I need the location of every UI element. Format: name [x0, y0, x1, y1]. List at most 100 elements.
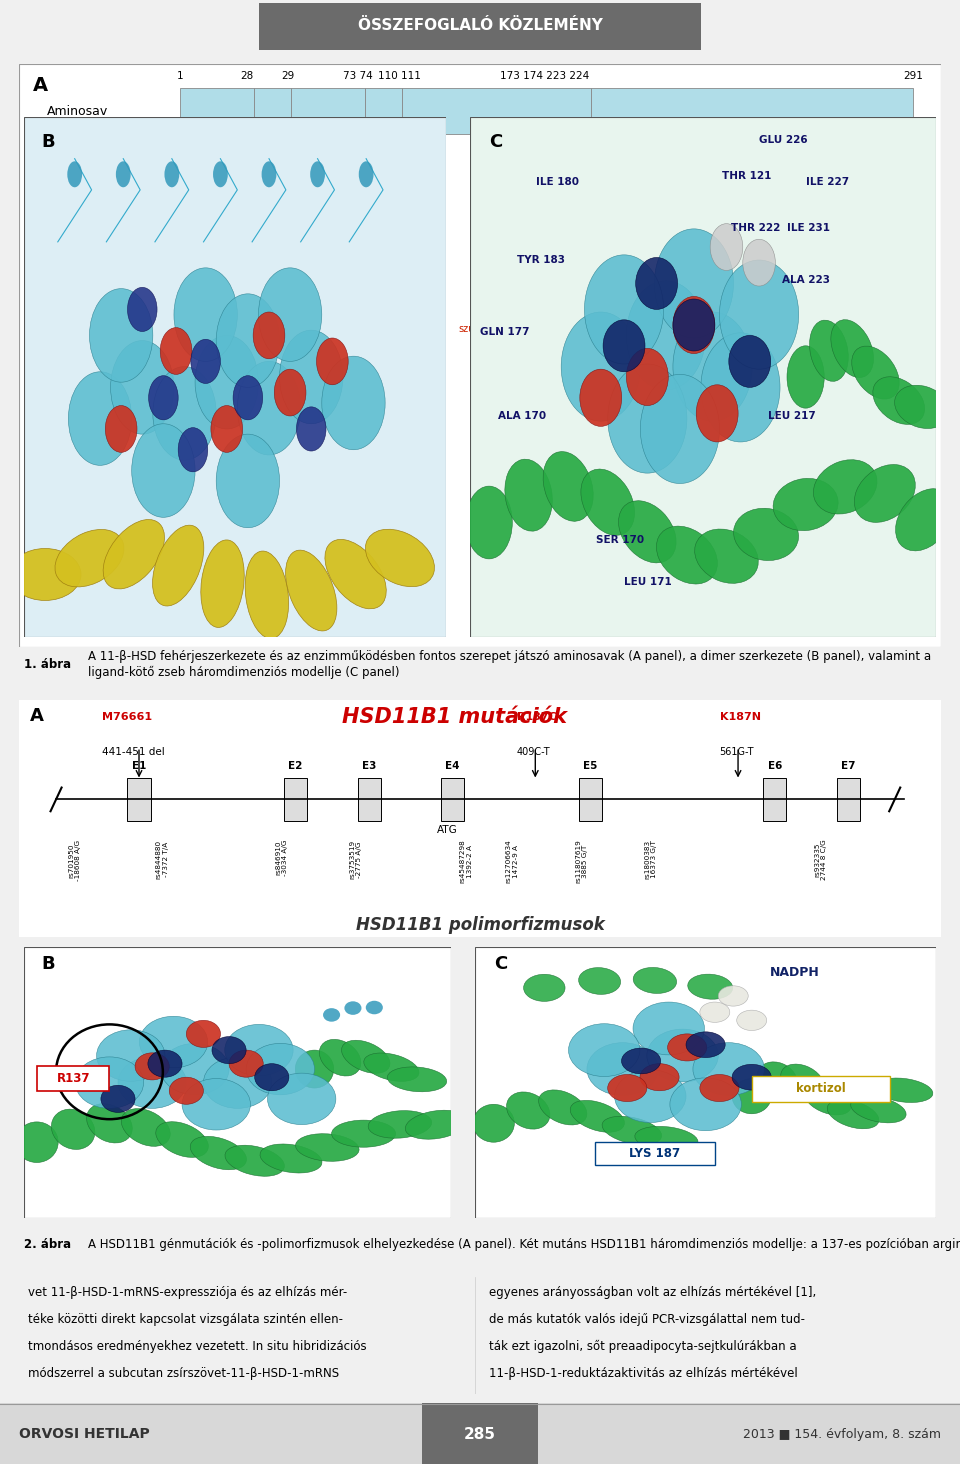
- Text: TYR 183: TYR 183: [516, 255, 564, 265]
- Ellipse shape: [286, 550, 337, 631]
- Ellipse shape: [110, 341, 174, 435]
- Text: rs701950
-18608 A/G: rs701950 -18608 A/G: [68, 840, 81, 881]
- Ellipse shape: [323, 1009, 340, 1022]
- Ellipse shape: [216, 294, 279, 388]
- Ellipse shape: [693, 1042, 764, 1095]
- Text: GLN 177: GLN 177: [480, 328, 529, 337]
- Text: 409C-T: 409C-T: [516, 747, 550, 757]
- Ellipse shape: [179, 427, 207, 471]
- Ellipse shape: [614, 1070, 686, 1123]
- Ellipse shape: [153, 526, 204, 606]
- Ellipse shape: [195, 335, 258, 429]
- Ellipse shape: [780, 1064, 824, 1098]
- Text: THR 222: THR 222: [732, 224, 780, 233]
- Ellipse shape: [116, 161, 131, 187]
- Text: 285: 285: [464, 1427, 496, 1442]
- Text: ALA 223: ALA 223: [782, 275, 830, 285]
- Text: Aminosav: Aminosav: [47, 104, 108, 117]
- Ellipse shape: [809, 321, 849, 381]
- Bar: [441, 777, 464, 821]
- Ellipse shape: [655, 228, 733, 338]
- Text: E5: E5: [584, 761, 598, 770]
- Text: ATG: ATG: [438, 824, 458, 834]
- Ellipse shape: [813, 460, 877, 514]
- Ellipse shape: [854, 464, 915, 523]
- Ellipse shape: [190, 1136, 247, 1170]
- Text: A HSD11B1 génmutációk és -polimorfizmusok elhelyezkedése (A panel). Két mutáns H: A HSD11B1 génmutációk és -polimorfizmuso…: [88, 1239, 960, 1252]
- Text: NADPH: NADPH: [770, 966, 820, 979]
- Ellipse shape: [345, 1001, 362, 1015]
- Text: 110 111: 110 111: [378, 70, 421, 81]
- Text: rs846910
-3034 A/G: rs846910 -3034 A/G: [276, 840, 288, 877]
- Text: kortizol: kortizol: [796, 1082, 846, 1095]
- Ellipse shape: [523, 975, 565, 1001]
- Ellipse shape: [149, 376, 179, 420]
- Ellipse shape: [135, 1053, 169, 1080]
- Text: 1: 1: [178, 70, 183, 81]
- Ellipse shape: [55, 530, 124, 587]
- Text: rs3753519
-2775 A/G: rs3753519 -2775 A/G: [349, 840, 362, 878]
- Ellipse shape: [581, 468, 635, 536]
- Ellipse shape: [635, 1126, 698, 1152]
- Ellipse shape: [701, 332, 780, 442]
- Text: HSD11B1 polimorfizmusok: HSD11B1 polimorfizmusok: [355, 916, 605, 934]
- Ellipse shape: [103, 520, 164, 589]
- Text: 561G-T: 561G-T: [720, 747, 755, 757]
- Ellipse shape: [851, 1097, 906, 1123]
- Ellipse shape: [254, 1064, 289, 1091]
- Ellipse shape: [86, 1104, 132, 1143]
- Ellipse shape: [585, 255, 663, 365]
- Text: téke közötti direkt kapcsolat vizsgálata szintén ellen-: téke közötti direkt kapcsolat vizsgálata…: [29, 1313, 344, 1326]
- Ellipse shape: [233, 376, 263, 420]
- Text: 2. ábra: 2. ábra: [24, 1239, 71, 1252]
- Text: E4: E4: [445, 761, 460, 770]
- Bar: [401, 88, 590, 135]
- Ellipse shape: [729, 335, 771, 388]
- Ellipse shape: [696, 385, 738, 442]
- Ellipse shape: [626, 348, 668, 406]
- Ellipse shape: [97, 1029, 165, 1082]
- Ellipse shape: [369, 1111, 432, 1138]
- Ellipse shape: [128, 287, 157, 331]
- Ellipse shape: [216, 435, 279, 527]
- Text: E3: E3: [362, 761, 376, 770]
- Ellipse shape: [896, 489, 953, 550]
- Bar: [365, 88, 401, 135]
- Ellipse shape: [310, 161, 324, 187]
- Ellipse shape: [608, 365, 687, 473]
- Text: A 11-β-HSD fehérjeszerkezete és az enzimműködésben fontos szerepet játszó aminos: A 11-β-HSD fehérjeszerkezete és az enzim…: [88, 650, 931, 678]
- Ellipse shape: [719, 261, 799, 369]
- Text: ILE 227: ILE 227: [805, 177, 849, 187]
- Ellipse shape: [246, 1044, 315, 1095]
- Ellipse shape: [603, 319, 645, 372]
- Ellipse shape: [164, 161, 180, 187]
- Ellipse shape: [875, 1078, 933, 1102]
- Text: módszerrel a subcutan zsírszövet-11-β-HSD-1-mRNS: módszerrel a subcutan zsírszövet-11-β-HS…: [29, 1367, 340, 1379]
- Text: A: A: [33, 76, 48, 95]
- Ellipse shape: [804, 1083, 852, 1116]
- Ellipse shape: [732, 1079, 771, 1114]
- Ellipse shape: [118, 1057, 186, 1108]
- Ellipse shape: [160, 1044, 229, 1095]
- Ellipse shape: [275, 369, 306, 416]
- Ellipse shape: [587, 1042, 659, 1095]
- Text: ORVOSI HETILAP: ORVOSI HETILAP: [19, 1427, 150, 1442]
- Bar: [595, 1142, 715, 1165]
- Ellipse shape: [320, 1039, 361, 1076]
- Ellipse shape: [473, 1104, 515, 1142]
- Text: ILE 180: ILE 180: [536, 177, 579, 187]
- Ellipse shape: [212, 1037, 246, 1064]
- Ellipse shape: [773, 479, 838, 530]
- Text: SER 170: SER 170: [596, 536, 644, 545]
- Text: rs1800383
16373 G/T: rs1800383 16373 G/T: [644, 840, 657, 878]
- Ellipse shape: [204, 1057, 272, 1108]
- Bar: [763, 777, 786, 821]
- Ellipse shape: [67, 161, 82, 187]
- Ellipse shape: [640, 375, 719, 483]
- Ellipse shape: [268, 1073, 336, 1124]
- Text: 291: 291: [903, 70, 924, 81]
- Ellipse shape: [324, 539, 386, 609]
- Ellipse shape: [405, 1110, 468, 1139]
- Ellipse shape: [570, 1101, 624, 1132]
- Ellipse shape: [121, 1108, 170, 1146]
